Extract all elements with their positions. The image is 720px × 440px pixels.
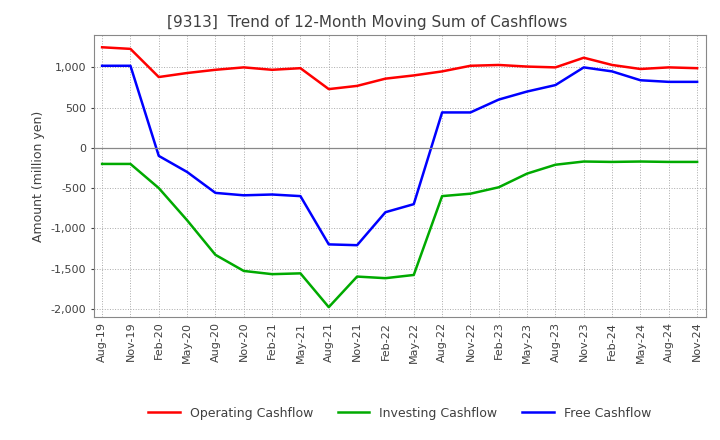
Operating Cashflow (551, 65, 559, 70)
Operating Cashflow (495, 62, 503, 68)
Investing Cashflow (495, 185, 503, 190)
Investing Cashflow (580, 159, 588, 164)
Free Cashflow (438, 110, 446, 115)
Investing Cashflow (693, 159, 701, 165)
Operating Cashflow (211, 67, 220, 73)
Operating Cashflow (325, 87, 333, 92)
Operating Cashflow (155, 74, 163, 80)
Operating Cashflow (268, 67, 276, 73)
Line: Free Cashflow: Free Cashflow (102, 66, 697, 245)
Investing Cashflow (268, 271, 276, 277)
Operating Cashflow (523, 64, 531, 69)
Investing Cashflow (126, 161, 135, 167)
Operating Cashflow (98, 44, 107, 50)
Free Cashflow (211, 190, 220, 195)
Investing Cashflow (551, 162, 559, 167)
Free Cashflow (608, 69, 616, 74)
Investing Cashflow (296, 271, 305, 276)
Line: Investing Cashflow: Investing Cashflow (102, 161, 697, 307)
Free Cashflow (410, 202, 418, 207)
Investing Cashflow (466, 191, 474, 196)
Operating Cashflow (296, 66, 305, 71)
Operating Cashflow (665, 65, 673, 70)
Legend: Operating Cashflow, Investing Cashflow, Free Cashflow: Operating Cashflow, Investing Cashflow, … (143, 402, 656, 425)
Free Cashflow (98, 63, 107, 68)
Free Cashflow (665, 79, 673, 84)
Investing Cashflow (325, 304, 333, 310)
Free Cashflow (325, 242, 333, 247)
Operating Cashflow (636, 66, 644, 72)
Free Cashflow (240, 193, 248, 198)
Investing Cashflow (240, 268, 248, 274)
Investing Cashflow (523, 171, 531, 176)
Free Cashflow (580, 65, 588, 70)
Free Cashflow (636, 77, 644, 83)
Free Cashflow (353, 242, 361, 248)
Free Cashflow (183, 169, 192, 175)
Line: Operating Cashflow: Operating Cashflow (102, 47, 697, 89)
Operating Cashflow (608, 62, 616, 68)
Operating Cashflow (240, 65, 248, 70)
Y-axis label: Amount (million yen): Amount (million yen) (32, 110, 45, 242)
Free Cashflow (268, 192, 276, 197)
Free Cashflow (495, 97, 503, 102)
Operating Cashflow (183, 70, 192, 76)
Operating Cashflow (580, 55, 588, 60)
Investing Cashflow (353, 274, 361, 279)
Investing Cashflow (410, 272, 418, 278)
Free Cashflow (155, 153, 163, 158)
Investing Cashflow (608, 159, 616, 165)
Free Cashflow (381, 209, 390, 215)
Free Cashflow (693, 79, 701, 84)
Free Cashflow (466, 110, 474, 115)
Operating Cashflow (381, 76, 390, 81)
Free Cashflow (296, 194, 305, 199)
Free Cashflow (523, 89, 531, 94)
Investing Cashflow (98, 161, 107, 167)
Operating Cashflow (693, 66, 701, 71)
Operating Cashflow (410, 73, 418, 78)
Free Cashflow (126, 63, 135, 68)
Investing Cashflow (155, 185, 163, 191)
Investing Cashflow (183, 218, 192, 223)
Free Cashflow (551, 82, 559, 88)
Operating Cashflow (466, 63, 474, 68)
Investing Cashflow (665, 159, 673, 165)
Investing Cashflow (438, 194, 446, 199)
Operating Cashflow (353, 83, 361, 88)
Text: [9313]  Trend of 12-Month Moving Sum of Cashflows: [9313] Trend of 12-Month Moving Sum of C… (167, 15, 567, 30)
Operating Cashflow (438, 69, 446, 74)
Operating Cashflow (126, 46, 135, 51)
Investing Cashflow (211, 252, 220, 257)
Investing Cashflow (636, 159, 644, 164)
Investing Cashflow (381, 275, 390, 281)
